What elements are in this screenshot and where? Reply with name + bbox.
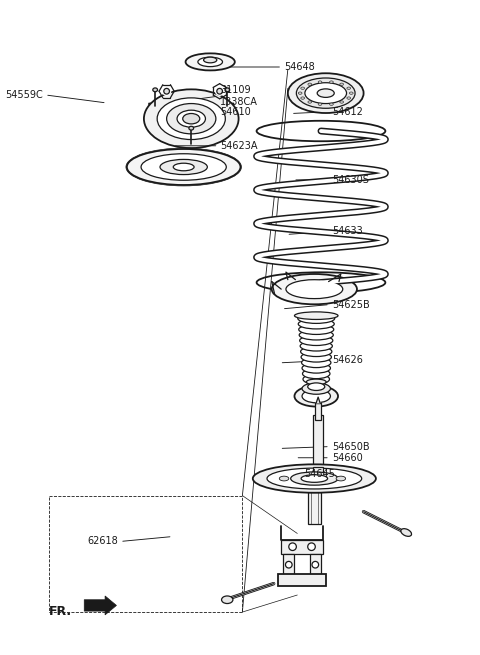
Text: 54612: 54612 [332,107,363,117]
Ellipse shape [298,92,302,94]
Ellipse shape [329,103,333,105]
Ellipse shape [186,53,235,70]
Bar [281,540,323,554]
Ellipse shape [318,81,322,83]
Polygon shape [316,397,320,403]
Bar [313,467,323,479]
Ellipse shape [301,358,331,367]
Ellipse shape [296,78,355,108]
Ellipse shape [225,88,230,92]
Ellipse shape [215,86,224,96]
Ellipse shape [299,330,333,340]
Ellipse shape [303,374,329,384]
Ellipse shape [306,379,326,384]
Text: 62618: 62618 [87,536,118,546]
Ellipse shape [222,596,233,603]
Ellipse shape [162,86,171,96]
Text: FR.: FR. [49,605,72,618]
Ellipse shape [347,97,351,100]
Ellipse shape [301,97,305,100]
Ellipse shape [298,319,334,329]
Ellipse shape [153,88,157,92]
Ellipse shape [329,81,333,83]
Ellipse shape [308,101,312,103]
Ellipse shape [127,149,240,185]
Ellipse shape [312,561,319,568]
Ellipse shape [204,57,217,63]
Text: 54559C: 54559C [5,90,43,100]
Text: 54623A: 54623A [220,141,258,151]
Text: 54633: 54633 [332,227,362,236]
Text: 54630S: 54630S [332,175,369,185]
Bar [313,415,323,467]
Ellipse shape [340,83,344,85]
Ellipse shape [317,89,334,98]
Ellipse shape [177,110,205,127]
Ellipse shape [291,472,338,485]
Ellipse shape [157,98,225,140]
Ellipse shape [141,154,226,180]
Ellipse shape [308,383,325,390]
Ellipse shape [301,352,331,362]
Bar [315,403,321,420]
Ellipse shape [289,543,296,550]
Text: 54625B: 54625B [332,299,370,310]
Ellipse shape [300,341,332,351]
Ellipse shape [164,88,169,94]
Text: 54610: 54610 [220,107,251,117]
Ellipse shape [299,324,334,335]
Ellipse shape [301,87,305,89]
Text: 31109
1338CA: 31109 1338CA [220,85,258,107]
Bar [310,554,321,576]
Bar [278,574,326,586]
Ellipse shape [301,475,328,482]
Text: 54626: 54626 [332,356,363,365]
Ellipse shape [347,87,351,89]
Text: 54645: 54645 [304,470,336,479]
Ellipse shape [144,89,239,148]
Text: 54648: 54648 [284,62,315,72]
Ellipse shape [302,363,330,373]
Ellipse shape [318,103,322,105]
Ellipse shape [401,529,411,536]
Bar [283,554,294,576]
Ellipse shape [302,390,330,403]
Text: 54650B: 54650B [332,441,370,451]
Ellipse shape [294,312,338,320]
Bar [308,492,321,524]
Text: 54660: 54660 [332,453,362,462]
Polygon shape [149,103,234,149]
Ellipse shape [298,314,335,324]
Ellipse shape [302,383,330,394]
Ellipse shape [173,163,194,171]
Ellipse shape [349,92,353,94]
Ellipse shape [288,73,363,113]
Ellipse shape [340,101,344,103]
Ellipse shape [308,83,312,85]
Ellipse shape [294,386,338,407]
Ellipse shape [183,113,200,124]
Ellipse shape [286,280,343,299]
Ellipse shape [308,543,315,550]
Polygon shape [84,596,117,615]
Ellipse shape [160,159,207,175]
Ellipse shape [302,369,330,379]
Ellipse shape [253,464,376,493]
Ellipse shape [272,274,357,305]
Ellipse shape [189,126,193,130]
Ellipse shape [267,468,362,489]
Ellipse shape [167,103,216,134]
Ellipse shape [279,476,289,481]
Ellipse shape [336,476,346,481]
Ellipse shape [198,57,223,67]
Ellipse shape [300,346,332,356]
Ellipse shape [300,335,333,345]
Ellipse shape [217,88,223,94]
Ellipse shape [286,561,292,568]
Ellipse shape [305,83,347,103]
